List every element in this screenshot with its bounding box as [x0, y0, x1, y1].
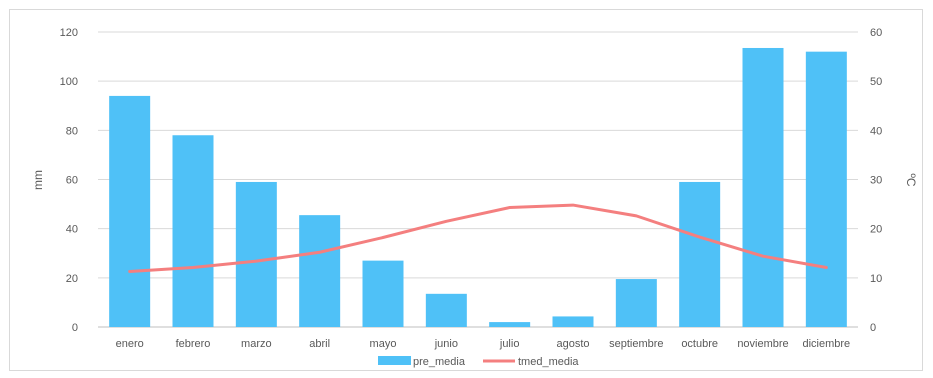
x-tick-label: septiembre — [609, 338, 663, 350]
y2-tick-label: 20 — [870, 224, 882, 236]
y-tick-label: 40 — [66, 224, 78, 236]
y-axis-right: 0 10 20 30 40 50 60 — [870, 27, 882, 334]
y2-tick-label: 10 — [870, 273, 882, 285]
x-tick-label: marzo — [241, 338, 272, 350]
x-tick-label: noviembre — [737, 338, 788, 350]
y2-tick-label: 30 — [870, 175, 882, 187]
chart-frame: 0 20 40 60 80 100 120 0 10 20 30 40 50 60 enero febre… — [9, 9, 923, 371]
bar-junio — [425, 293, 467, 327]
bar-febrero — [172, 135, 214, 327]
y-tick-label: 20 — [66, 273, 78, 285]
y2-tick-label: 40 — [870, 125, 882, 137]
y-tick-label: 120 — [60, 27, 78, 39]
y-tick-label: 0 — [72, 322, 78, 334]
x-tick-label: junio — [434, 338, 458, 350]
x-tick-label: julio — [499, 338, 520, 350]
legend-label-pre-media: pre_media — [413, 356, 466, 368]
y2-tick-label: 60 — [870, 27, 882, 39]
x-tick-label: mayo — [370, 338, 397, 350]
x-tick-label: febrero — [176, 338, 211, 350]
bar-series-pre-media — [109, 47, 847, 328]
x-tick-label: agosto — [556, 338, 589, 350]
x-tick-label: octubre — [681, 338, 718, 350]
bar-noviembre — [742, 47, 784, 328]
bar-septiembre — [615, 279, 657, 327]
line-series-tmed-media — [128, 203, 828, 273]
y-tick-label: 60 — [66, 175, 78, 187]
bar-marzo — [235, 181, 277, 327]
gridlines — [98, 31, 858, 328]
y2-tick-label: 50 — [870, 76, 882, 88]
x-tick-label: diciembre — [802, 338, 850, 350]
y2-axis-title: ºC — [904, 173, 918, 186]
chart-legend: pre_media tmed_media — [378, 356, 579, 368]
x-tick-label: abril — [309, 338, 330, 350]
y-tick-label: 100 — [60, 76, 78, 88]
y-axis-left: 0 20 40 60 80 100 120 — [60, 27, 78, 334]
bar-diciembre — [805, 51, 847, 328]
bar-mayo — [362, 260, 404, 327]
legend-label-tmed-media: tmed_media — [518, 356, 579, 368]
bar-abril — [299, 215, 341, 327]
bar-enero — [109, 95, 151, 328]
tmed-media-line — [128, 203, 828, 273]
y-axis-title: mm — [31, 170, 45, 190]
y-tick-label: 80 — [66, 125, 78, 137]
bar-julio — [489, 322, 531, 327]
legend-swatch-pre-media — [378, 356, 411, 365]
bar-octubre — [679, 181, 721, 327]
x-axis: enero febrero marzo abril mayo junio julio agos… — [116, 338, 851, 350]
combo-chart: 0 20 40 60 80 100 120 0 10 20 30 40 50 60 enero febre… — [31, 27, 918, 368]
bar-agosto — [552, 316, 594, 327]
x-tick-label: enero — [116, 338, 144, 350]
y2-tick-label: 0 — [870, 322, 876, 334]
